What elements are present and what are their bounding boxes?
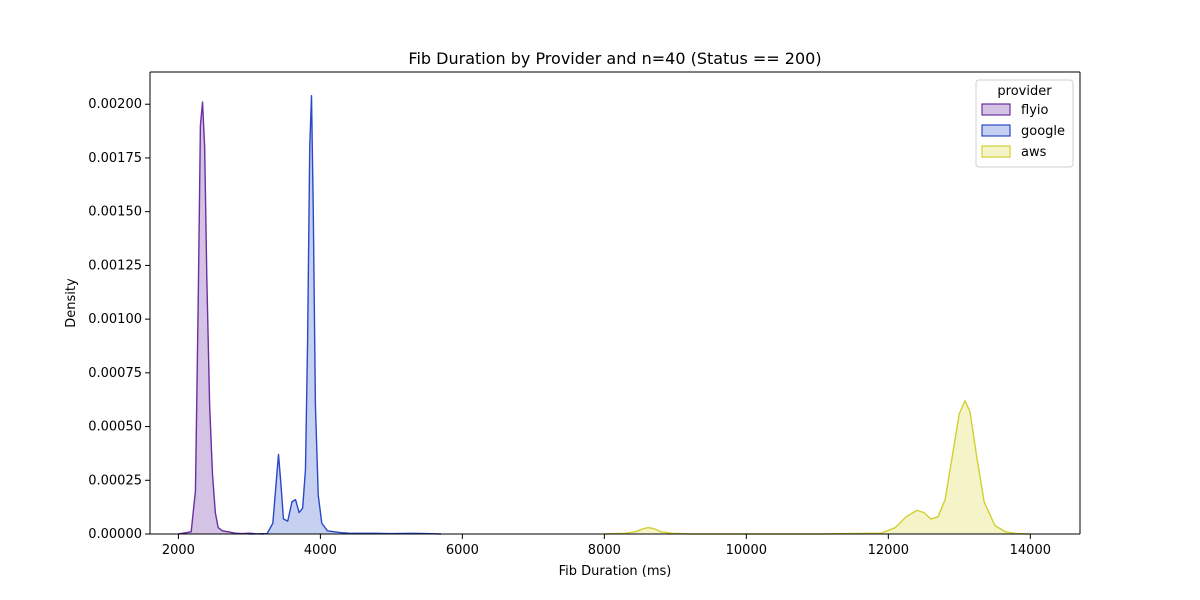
x-tick-label: 14000 [1010, 543, 1051, 558]
legend-frame [975, 79, 1074, 168]
legend-label-google: google [1021, 124, 1065, 139]
y-tick-label: 0.00000 [88, 527, 142, 542]
ticks-layer: 2000 4000 6000 8000 10000 12000 14000 0.00000 0.… [88, 97, 1051, 558]
y-tick-label: 0.00025 [88, 473, 142, 488]
legend-swatch-aws [981, 145, 1011, 158]
legend: provider flyio google aws [975, 79, 1074, 168]
series-line-google [249, 94, 442, 535]
y-tick-label: 0.00050 [88, 420, 142, 435]
series-line-aws [604, 400, 1031, 535]
y-tick-label: 0.00150 [88, 205, 142, 220]
y-axis-label: Density [64, 278, 79, 328]
series-area-aws [604, 400, 1031, 534]
chart-title: Fib Duration by Provider and n=40 (Statu… [408, 49, 821, 68]
legend-items: flyio google aws [981, 103, 1065, 160]
legend-label-aws: aws [1021, 145, 1047, 160]
x-tick-label: 2000 [162, 543, 195, 558]
x-axis-label: Fib Duration (ms) [559, 564, 672, 579]
x-tick-label: 6000 [446, 543, 479, 558]
legend-swatch-flyio [981, 103, 1011, 116]
x-tick-label: 12000 [868, 543, 909, 558]
axes-layer [149, 71, 1081, 535]
y-tick-label: 0.00125 [88, 258, 142, 273]
x-tick-label: 10000 [726, 543, 767, 558]
y-tick-label: 0.00075 [88, 366, 142, 381]
y-tick-label: 0.00175 [88, 151, 142, 166]
legend-label-flyio: flyio [1021, 103, 1048, 118]
legend-title: provider [997, 84, 1052, 99]
y-tick-label: 0.00200 [88, 97, 142, 112]
legend-swatch-google [981, 124, 1011, 137]
x-tick-label: 4000 [304, 543, 337, 558]
x-tick-label: 8000 [588, 543, 621, 558]
y-tick-label: 0.00100 [88, 312, 142, 327]
